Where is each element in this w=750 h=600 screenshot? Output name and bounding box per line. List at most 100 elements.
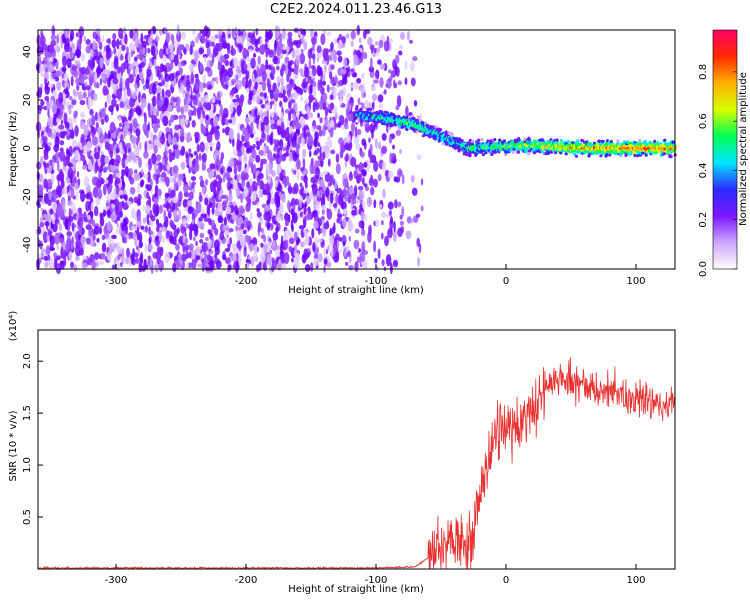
spectrogram-noise-mark — [99, 226, 102, 235]
spectrogram-noise-mark — [198, 47, 205, 55]
spectrogram-noise-mark — [134, 37, 140, 48]
spectrogram-noise-mark — [375, 69, 380, 80]
spectrogram-noise-mark — [67, 119, 74, 131]
spectrogram-noise-mark — [100, 118, 105, 125]
spectrogram-noise-mark — [153, 144, 158, 154]
spectrogram-signal-mark — [504, 153, 508, 157]
spectrogram-noise-mark — [323, 247, 326, 256]
spectrogram-noise-mark — [395, 130, 402, 136]
spectrogram-noise-mark — [202, 54, 208, 59]
spectrogram-noise-mark — [356, 77, 362, 84]
spectrogram-noise-mark — [114, 54, 119, 65]
spectrogram-noise-mark — [112, 33, 117, 40]
spectrogram-noise-mark — [74, 125, 79, 137]
spectrogram-noise-mark — [116, 228, 119, 235]
spectrogram-noise-mark — [379, 77, 384, 88]
spectrogram-noise-mark — [43, 153, 49, 161]
spectrogram-noise-mark — [319, 172, 325, 177]
spectrogram-noise-mark — [144, 225, 149, 234]
spectrogram-noise-mark — [322, 102, 326, 111]
spectrogram-noise-mark — [134, 68, 138, 75]
spectrogram-noise-mark — [69, 34, 73, 42]
spectrogram-signal-mark — [511, 150, 515, 154]
spectrogram-noise-mark — [79, 142, 83, 150]
spectrogram-noise-mark — [303, 175, 308, 184]
spectrogram-noise-mark — [108, 94, 111, 105]
spectrogram-noise-mark — [276, 65, 280, 71]
spectrogram-noise-mark — [59, 140, 65, 146]
spectrogram-noise-mark — [204, 94, 209, 104]
spectrogram-noise-mark — [122, 194, 128, 200]
spectrogram-noise-mark — [357, 185, 364, 191]
spectrogram-noise-mark — [280, 193, 286, 203]
spectrogram-noise-mark — [83, 91, 86, 99]
spectrogram-noise-mark — [99, 77, 103, 86]
spectrogram-noise-mark — [96, 69, 102, 75]
spectrogram-noise-mark — [260, 113, 264, 123]
spectrogram-signal-mark — [387, 126, 391, 130]
spectrogram-noise-mark — [109, 148, 114, 159]
spectrogram-noise-mark — [250, 256, 255, 268]
spectrogram-noise-mark — [370, 186, 375, 196]
spectrogram-noise-mark — [228, 119, 233, 124]
spectrogram-noise-mark — [339, 149, 344, 159]
spectrogram-signal-mark — [412, 117, 416, 121]
spectrogram-noise-mark — [156, 124, 161, 129]
spectrogram-noise-mark — [334, 76, 338, 84]
spectrogram-noise-mark — [404, 77, 408, 86]
spectrogram-noise-mark — [76, 84, 80, 91]
spectrogram-noise-mark — [300, 231, 305, 239]
spectrogram-noise-mark — [303, 98, 309, 106]
spectrogram-noise-mark — [99, 108, 105, 119]
spectrogram-noise-mark — [344, 261, 349, 266]
spectrogram-noise-mark — [90, 126, 95, 133]
spectrogram-noise-mark — [92, 31, 97, 39]
spectrogram-noise-mark — [147, 65, 151, 71]
spectrogram-noise-mark — [275, 245, 282, 251]
spectrogram-noise-mark — [56, 184, 62, 196]
spectrogram-noise-mark — [368, 224, 372, 236]
spectrogram-noise-mark — [155, 86, 162, 96]
spectrogram-noise-mark — [378, 103, 383, 109]
spectrogram-noise-mark — [76, 208, 79, 221]
spectrogram-noise-mark — [252, 94, 257, 103]
spectrogram-noise-mark — [137, 193, 142, 201]
spectrogram-noise-mark — [293, 182, 299, 195]
spectrogram-noise-mark — [405, 230, 412, 240]
spectrogram-noise-mark — [51, 169, 55, 174]
spectrogram-noise-mark — [236, 150, 243, 157]
spectrogram-noise-mark — [373, 199, 377, 209]
spectrogram-noise-mark — [88, 71, 93, 83]
spectrogram-noise-mark — [269, 133, 273, 145]
spectrogram-noise-mark — [115, 52, 121, 57]
spectrogram-noise-mark — [186, 86, 191, 93]
spectrogram-noise-mark — [309, 85, 313, 94]
spectrogram-noise-mark — [387, 201, 394, 210]
spectrogram-signal-mark — [364, 106, 368, 111]
spectrogram-noise-mark — [92, 161, 96, 172]
spectrogram-noise-mark — [406, 216, 412, 224]
spectrogram-noise-mark — [329, 192, 334, 204]
spectrogram-noise-mark — [342, 208, 347, 215]
spectrogram-noise-mark — [223, 53, 230, 60]
spectrogram-noise-mark — [334, 112, 338, 120]
spectrogram-noise-mark — [219, 30, 223, 36]
spectrogram-noise-mark — [320, 86, 325, 95]
spectrogram-noise-mark — [226, 167, 233, 173]
spectrogram-signal-mark — [358, 104, 362, 108]
spectrogram-noise-mark — [101, 242, 107, 253]
spectrogram-noise-mark — [158, 204, 164, 214]
spectrogram-noise-mark — [161, 79, 166, 86]
spectrogram-signal-mark — [415, 130, 419, 134]
spectrogram-noise-mark — [211, 236, 214, 244]
spectrogram-noise-mark — [108, 144, 112, 152]
spectrogram-noise-mark — [268, 49, 274, 58]
spectrogram-noise-mark — [205, 114, 209, 121]
spectrogram-noise-mark — [254, 118, 260, 125]
spectrogram-noise-mark — [170, 114, 175, 123]
spectrogram-noise-mark — [359, 252, 366, 263]
spectrogram-noise-mark — [94, 111, 98, 122]
spectrogram-noise-mark — [85, 38, 91, 46]
spectrogram-noise-mark — [180, 83, 185, 94]
spectrogram-noise-mark — [242, 28, 246, 41]
